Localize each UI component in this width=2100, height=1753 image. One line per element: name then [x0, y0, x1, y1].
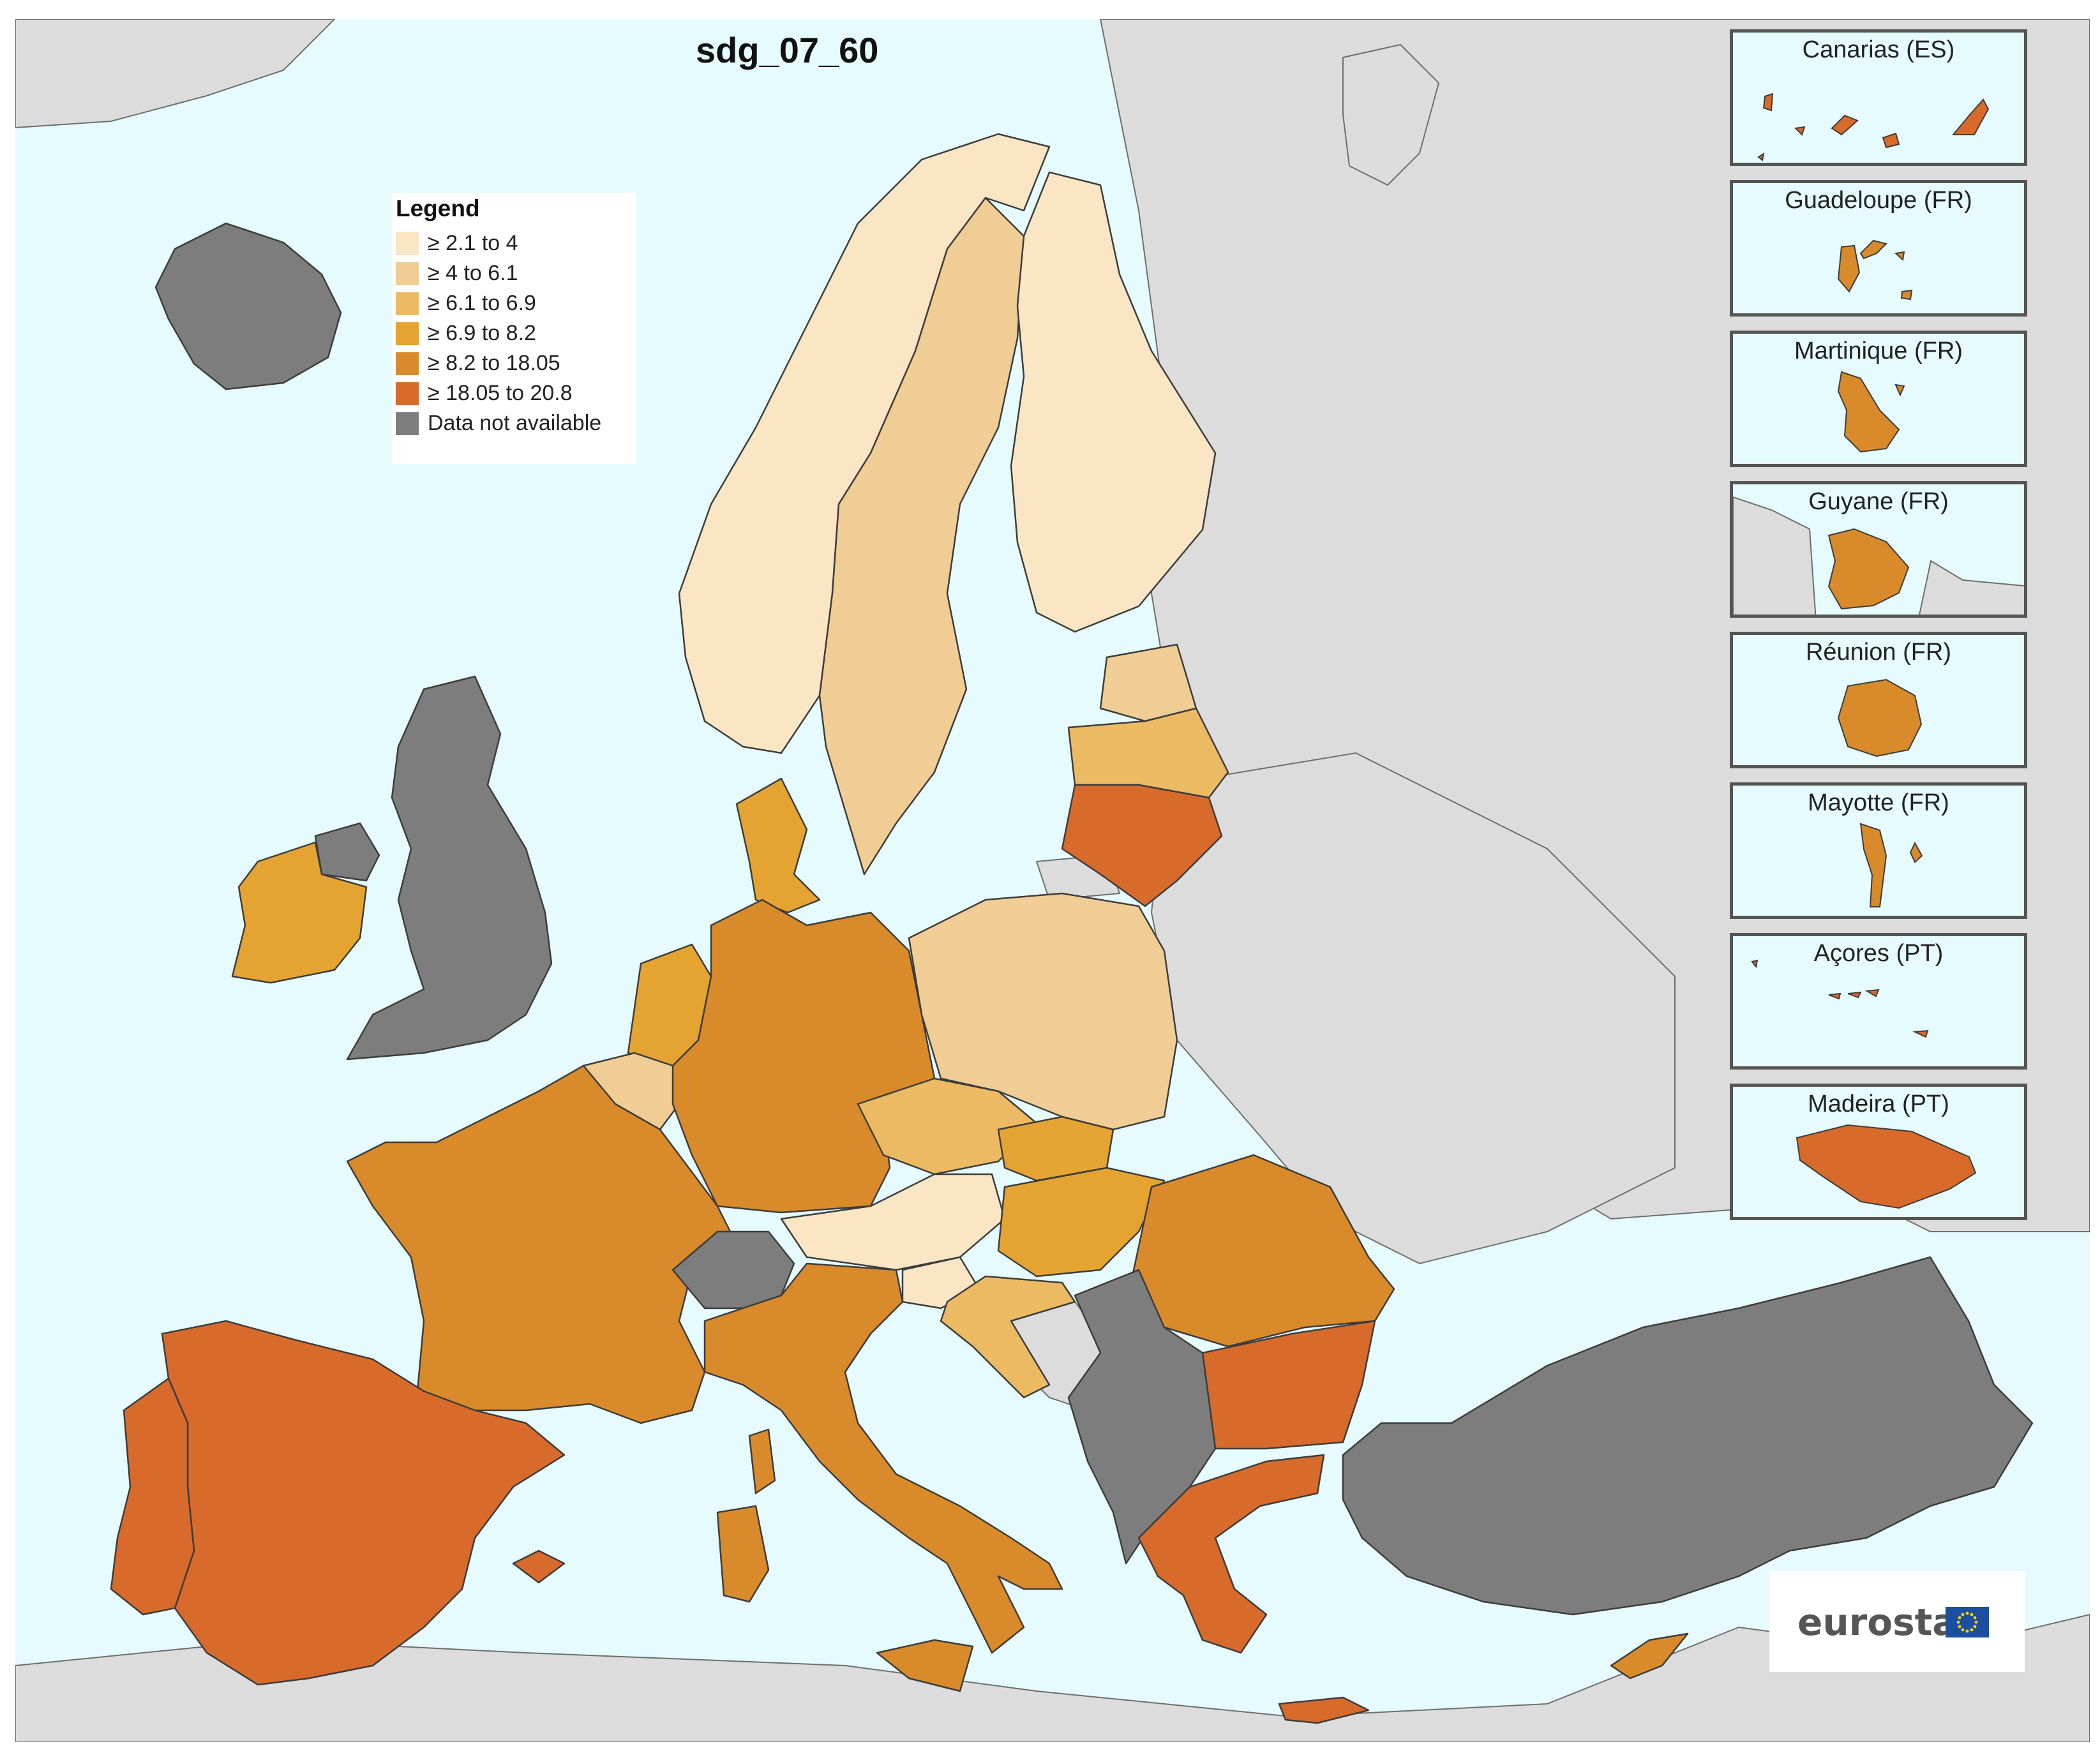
- eurostat-logo: eurostat: [1769, 1571, 2025, 1672]
- region-france: [346, 1064, 731, 1424]
- legend-swatch: [396, 292, 419, 315]
- inset-shape: [1796, 1124, 1977, 1209]
- inset-title: Mayotte (FR): [1808, 789, 1949, 816]
- region-northern-ireland: [314, 822, 380, 882]
- legend-swatch: [396, 232, 419, 255]
- eurostat-wordmark: eurostat: [1797, 1600, 1976, 1644]
- legend-swatch: [396, 262, 419, 285]
- inset-title: Guyane (FR): [1808, 488, 1949, 515]
- region-balearic: [512, 1549, 566, 1584]
- region-iceland: [154, 222, 342, 391]
- inset-shape: [1733, 496, 2024, 615]
- inset-canarias: Canarias (ES): [1730, 29, 2027, 166]
- region-lithuania: [1061, 784, 1223, 907]
- inset-shape: [1757, 93, 1990, 161]
- region-croatia: [940, 1275, 1076, 1399]
- inset-title: Açores (PT): [1813, 940, 1944, 967]
- region-switzerland: [671, 1230, 795, 1309]
- inset-martinique: Martinique (FR): [1730, 331, 2027, 467]
- inset-mayotte: Mayotte (FR): [1730, 782, 2027, 919]
- land-greenland: [15, 19, 336, 129]
- legend-title: Legend: [396, 195, 480, 221]
- legend-swatch: [396, 412, 419, 435]
- inset-guadeloupe: Guadeloupe (FR): [1730, 180, 2027, 317]
- region-finland: [1010, 171, 1217, 633]
- legend-swatch: [396, 352, 419, 375]
- inset-shape: [1837, 678, 1923, 757]
- region-sardinia: [716, 1505, 770, 1603]
- inset-guyane: Guyane (FR): [1730, 481, 2027, 618]
- legend-label: ≥ 6.1 to 6.9: [428, 291, 536, 315]
- inset-title: Martinique (FR): [1794, 338, 1963, 364]
- region-crete: [1278, 1696, 1370, 1724]
- inset-madeira: Madeira (PT): [1730, 1084, 2027, 1220]
- region-turkey: [1342, 1256, 2034, 1616]
- region-hungary: [997, 1167, 1166, 1278]
- inset-reunion: Réunion (FR): [1730, 632, 2027, 768]
- region-sicily: [876, 1639, 974, 1692]
- legend-label: Data not available: [428, 411, 602, 435]
- inset-title: Réunion (FR): [1805, 639, 1952, 666]
- inset-title: Canarias (ES): [1802, 36, 1955, 63]
- region-italy: [703, 1262, 1063, 1654]
- map-title: sdg_07_60: [696, 30, 879, 70]
- region-cyprus: [1610, 1632, 1689, 1680]
- legend-label: ≥ 8.2 to 18.05: [428, 351, 560, 375]
- inset-shape: [1837, 239, 1913, 301]
- inset-title: Madeira (PT): [1808, 1091, 1949, 1117]
- europe-map: [15, 19, 2090, 1742]
- inset-shape: [1837, 371, 1905, 453]
- region-sweden: [818, 197, 1025, 876]
- inset-acores: Açores (PT): [1730, 933, 2027, 1070]
- land-non-eu-south: [15, 1613, 2090, 1742]
- legend-label: ≥ 18.05 to 20.8: [428, 381, 573, 405]
- region-germany: [671, 899, 936, 1214]
- region-greece: [1137, 1454, 1325, 1654]
- legend: Legend ≥ 2.1 to 4 ≥ 4 to 6.1 ≥ 6.1 to 6.…: [392, 193, 636, 464]
- region-united-kingdom: [346, 675, 553, 1061]
- legend-label: ≥ 4 to 6.1: [428, 261, 518, 285]
- inset-title: Guadeloupe (FR): [1785, 187, 1972, 214]
- region-ireland: [231, 841, 368, 984]
- inset-shape: [1859, 823, 1923, 907]
- region-denmark: [735, 777, 821, 914]
- region-portugal: [110, 1377, 195, 1616]
- eu-flag-icon: [1946, 1607, 1989, 1637]
- legend-swatch: [396, 322, 419, 345]
- region-bulgaria: [1201, 1320, 1376, 1450]
- region-poland: [908, 892, 1178, 1131]
- legend-swatch: [396, 382, 419, 405]
- legend-label: ≥ 6.9 to 8.2: [428, 321, 536, 345]
- region-corsica: [748, 1428, 776, 1495]
- land-svalbard: [1342, 43, 1440, 186]
- inset-shape: [1751, 959, 1929, 1038]
- legend-label: ≥ 2.1 to 4: [428, 231, 518, 255]
